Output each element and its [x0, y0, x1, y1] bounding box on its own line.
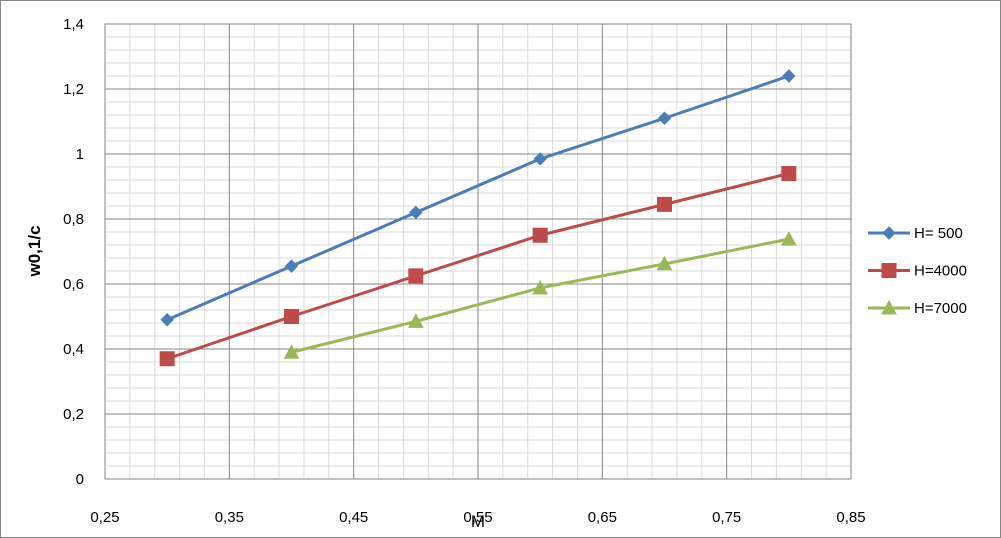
x-tick-label: 0,25: [90, 509, 119, 526]
data-point-square: [881, 263, 897, 278]
data-point-triangle: [532, 279, 549, 295]
data-point-diamond: [409, 205, 423, 220]
x-tick-label: 0,45: [339, 509, 368, 526]
x-axis-tick-labels: 0,25 0,35 0,45 0,55 0,65 0,75 0,85: [90, 509, 865, 526]
major-gridlines: [105, 24, 851, 479]
y-tick-label: 1,2: [63, 81, 84, 98]
data-point-triangle: [656, 255, 673, 271]
legend-entry: H=7000: [868, 299, 967, 317]
legend-entry: H=4000: [868, 263, 967, 280]
y-tick-label: 0,2: [63, 406, 84, 423]
data-point-triangle: [283, 344, 300, 359]
series-h500: [160, 69, 796, 327]
data-point-triangle: [407, 313, 424, 328]
x-tick-label: 0,85: [836, 509, 865, 526]
series-h7000: [283, 231, 797, 359]
legend: H= 500 H=4000 H=7000: [868, 225, 967, 317]
y-tick-label: 1,4: [63, 16, 84, 33]
data-point-square: [532, 227, 548, 243]
legend-entry: H= 500: [868, 225, 963, 242]
data-point-triangle: [881, 299, 897, 315]
data-point-diamond: [882, 226, 896, 240]
legend-label: H=7000: [914, 300, 967, 317]
y-tick-label: 0,4: [63, 341, 84, 358]
series-h4000: [159, 166, 797, 367]
series-line: [166, 74, 790, 322]
data-point-square: [159, 351, 175, 367]
data-point-square: [781, 166, 797, 181]
y-tick-label: 0,6: [63, 276, 84, 293]
data-point-square: [284, 309, 299, 324]
x-tick-label: 0,55: [463, 509, 492, 526]
series-line: [166, 172, 790, 361]
x-tick-label: 0,35: [215, 509, 244, 526]
y-tick-label: 1: [76, 146, 84, 163]
x-tick-label: 0,65: [588, 509, 617, 526]
legend-label: H= 500: [914, 225, 963, 242]
plot-border: [104, 23, 852, 480]
x-tick-label: 0,75: [712, 509, 741, 526]
data-point-square: [408, 268, 424, 284]
y-axis-tick-labels: 0 0,2 0,4 0,6 0,8 1 1,2 1,4: [63, 16, 84, 488]
data-point-diamond: [533, 152, 547, 166]
data-point-diamond: [284, 259, 299, 273]
y-tick-label: 0,8: [63, 211, 84, 228]
data-point-diamond: [160, 313, 174, 327]
x-axis-title: M: [471, 512, 485, 531]
y-tick-label: 0: [76, 471, 84, 488]
data-point-diamond: [782, 69, 796, 83]
series-layer: [159, 69, 797, 367]
data-point-triangle: [780, 231, 797, 246]
data-point-square: [657, 196, 672, 212]
legend-label: H=4000: [914, 263, 967, 280]
data-point-diamond: [657, 111, 672, 125]
y-axis-title: w0,1/c: [25, 225, 44, 277]
